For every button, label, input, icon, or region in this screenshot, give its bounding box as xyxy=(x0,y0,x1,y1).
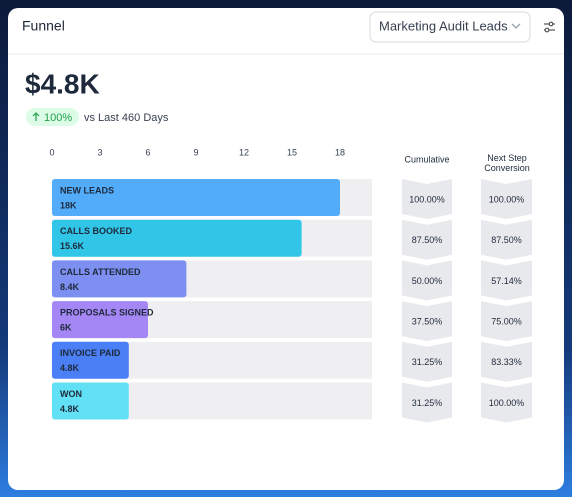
bar xyxy=(52,260,187,298)
bar-label: CALLS BOOKED xyxy=(60,226,133,236)
conversion-chevron xyxy=(481,382,532,423)
conversion-chevron xyxy=(402,341,452,382)
bar xyxy=(52,382,129,420)
bar-label: CALLS ATTENDED xyxy=(60,267,141,277)
value-label: 8.4K xyxy=(60,282,80,292)
conversion-value: 100.00% xyxy=(409,194,445,204)
conversion-chevron xyxy=(481,260,532,301)
x-tick-label: 12 xyxy=(239,147,249,157)
value-label: 18K xyxy=(60,200,77,210)
up-arrow xyxy=(32,112,40,121)
conversion-value: 37.50% xyxy=(412,316,443,326)
conversion-value: 31.25% xyxy=(412,398,443,408)
bar xyxy=(52,341,129,379)
conversion-value: 75.00% xyxy=(491,316,522,326)
conversion-value: 50.00% xyxy=(412,276,443,286)
x-tick-label: 0 xyxy=(49,147,54,157)
widget-title: Funnel xyxy=(22,18,65,34)
conversion-value: 100.00% xyxy=(489,194,525,204)
conversion-value: 100.00% xyxy=(489,398,525,408)
conversion-chevron xyxy=(402,179,452,219)
filter-icon[interactable] xyxy=(544,21,555,33)
bar-label: WON xyxy=(60,389,82,399)
conversion-chevron xyxy=(402,219,452,260)
conversion-value: 31.25% xyxy=(412,357,443,367)
change-value: 100% xyxy=(44,112,72,124)
conversion-value: 87.50% xyxy=(412,235,443,245)
bar xyxy=(52,219,302,257)
conversion-chevron xyxy=(481,341,532,382)
x-tick-label: 6 xyxy=(145,147,150,157)
value-label: 4.8K xyxy=(60,404,80,414)
period-label: vs Last 460 Days xyxy=(84,112,169,124)
conversion-value: 87.50% xyxy=(491,235,522,245)
value-label: 15.6K xyxy=(60,241,85,251)
x-tick-label: 9 xyxy=(193,147,198,157)
column-header-box: Next Step Conversion xyxy=(484,153,530,173)
dropdown-caret xyxy=(511,23,521,29)
x-tick-label: 18 xyxy=(335,147,345,157)
bar-label: INVOICE PAID xyxy=(60,348,121,358)
conversion-chevron xyxy=(481,179,532,219)
bar xyxy=(52,179,340,216)
bar-label: PROPOSALS SIGNED xyxy=(60,307,154,317)
column-header: Next Step Conversion xyxy=(484,153,530,173)
total-value: $4.8K xyxy=(25,68,100,99)
change-badge xyxy=(26,108,79,126)
x-tick-label: 3 xyxy=(97,147,102,157)
conversion-value: 83.33% xyxy=(491,357,522,367)
conversion-chevron xyxy=(402,301,452,342)
value-label: 4.8K xyxy=(60,363,80,373)
bar-label: NEW LEADS xyxy=(60,185,114,195)
conversion-chevron xyxy=(481,301,532,342)
conversion-chevron xyxy=(402,260,452,301)
conversion-value: 57.14% xyxy=(491,276,522,286)
dropdown-label: Marketing Audit Leads xyxy=(379,18,508,33)
conversion-chevron xyxy=(402,382,452,423)
value-label: 6K xyxy=(60,322,72,332)
dropdown[interactable] xyxy=(369,11,531,43)
bar xyxy=(52,301,148,339)
column-header: Cumulative xyxy=(404,154,449,164)
x-tick-label: 15 xyxy=(287,147,297,157)
conversion-chevron xyxy=(481,219,532,260)
